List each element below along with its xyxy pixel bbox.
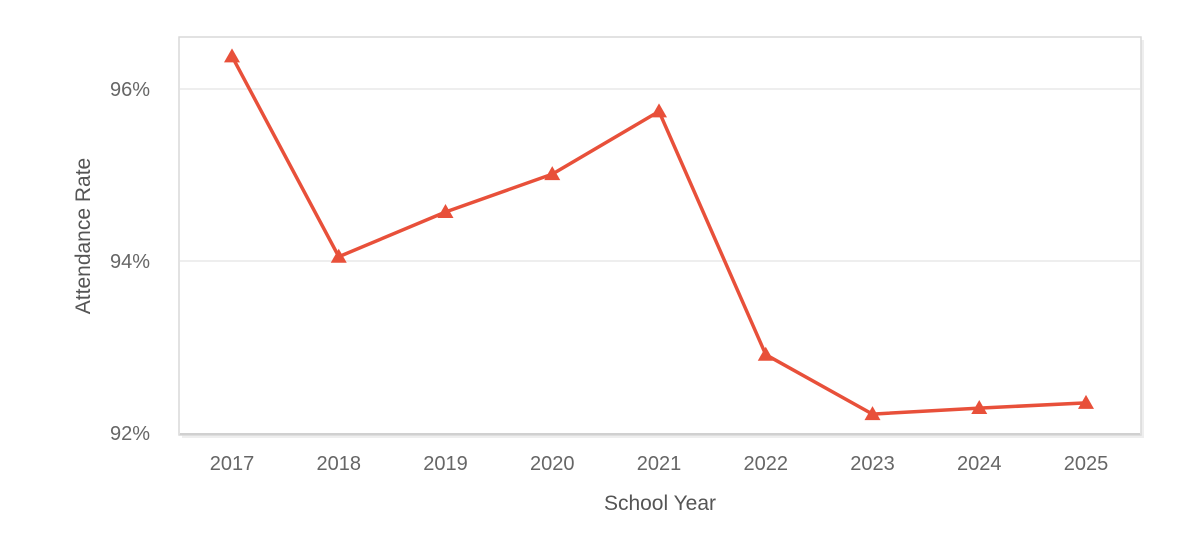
plot-area [178, 36, 1144, 438]
x-tick-label: 2020 [530, 453, 575, 475]
plot-frame [178, 36, 1142, 436]
y-tick-label: 96% [110, 79, 150, 101]
x-tick-label: 2018 [317, 453, 362, 475]
data-point-2018 [330, 248, 347, 263]
x-tick-label: 2021 [637, 453, 682, 475]
series-markers [224, 48, 1094, 421]
data-point-2020 [544, 166, 561, 181]
data-point-2019 [437, 203, 454, 218]
x-tick-label: 2025 [1064, 453, 1109, 475]
x-tick-label: 2023 [850, 453, 895, 475]
x-tick-label: 2017 [210, 453, 255, 475]
y-axis-ticks: 92% 94% 96% [110, 79, 150, 445]
x-axis-ticks: 2017 2018 2019 2020 2021 2022 2023 2024 2025 [210, 453, 1109, 475]
data-point-2017 [224, 48, 240, 63]
data-point-2025 [1078, 394, 1094, 409]
x-tick-label: 2024 [957, 453, 1002, 475]
data-point-2023 [864, 406, 881, 421]
data-point-2022 [757, 346, 774, 361]
x-tick-label: 2022 [744, 453, 789, 475]
x-axis-title: School Year [604, 492, 716, 515]
x-tick-label: 2019 [423, 453, 468, 475]
y-tick-label: 94% [110, 251, 150, 273]
data-point-2021 [651, 103, 667, 118]
y-tick-label: 92% [110, 423, 150, 445]
data-point-2024 [971, 400, 988, 415]
y-axis-title: Attendance Rate [72, 158, 95, 314]
